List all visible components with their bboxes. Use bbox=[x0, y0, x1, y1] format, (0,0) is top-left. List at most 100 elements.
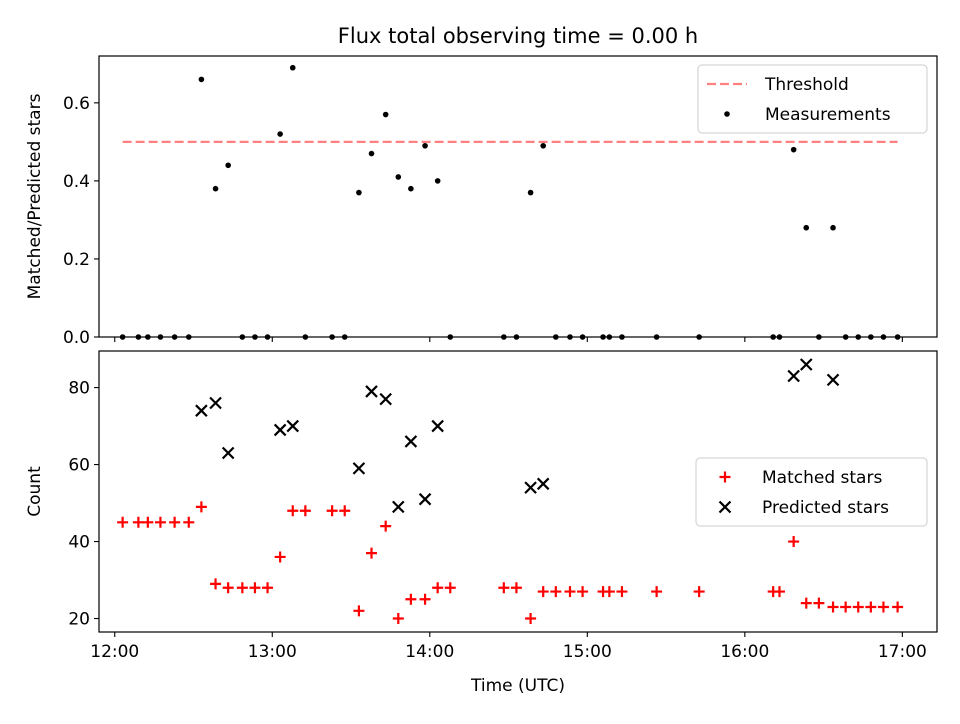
predicted-stars-marker bbox=[404, 435, 418, 448]
predicted-stars-marker bbox=[418, 492, 432, 506]
legend-predicted-label: Predicted stars bbox=[762, 498, 889, 518]
predicted-stars-marker bbox=[195, 404, 208, 417]
matched-stars-marker bbox=[840, 601, 852, 613]
matched-stars-marker bbox=[432, 582, 444, 594]
matched-stars-marker bbox=[852, 601, 864, 613]
matched-stars-marker bbox=[380, 520, 392, 532]
measurement-point bbox=[239, 334, 246, 340]
legend-measurements-swatch bbox=[724, 111, 730, 117]
predicted-stars-marker bbox=[286, 419, 300, 433]
predicted-stars-marker bbox=[431, 419, 444, 433]
measurement-point bbox=[277, 131, 283, 137]
matched-stars-marker bbox=[537, 586, 549, 598]
measurement-point bbox=[579, 334, 586, 340]
measurement-point bbox=[696, 334, 702, 340]
matched-stars-marker bbox=[299, 505, 311, 517]
count-x-tick-label: 16:00 bbox=[720, 642, 769, 662]
legend-threshold-label: Threshold bbox=[764, 75, 849, 95]
predicted-stars-marker bbox=[221, 446, 235, 460]
matched-stars-marker bbox=[827, 601, 839, 613]
predicted-stars-marker bbox=[799, 358, 813, 371]
measurement-point bbox=[302, 334, 309, 340]
measurement-point bbox=[289, 64, 296, 71]
measurement-point bbox=[567, 334, 573, 340]
matched-stars-marker bbox=[210, 578, 222, 590]
matched-stars-marker bbox=[577, 586, 589, 598]
predicted-stars-marker bbox=[392, 500, 405, 514]
legend-matched-label: Matched stars bbox=[762, 468, 882, 488]
legend-measurements-label: Measurements bbox=[765, 105, 891, 125]
count-y-axis-label: Count bbox=[25, 466, 45, 517]
count-x-tick-label: 15:00 bbox=[563, 642, 612, 662]
matched-stars-marker bbox=[405, 593, 417, 605]
measurement-point bbox=[252, 334, 258, 340]
matched-stars-marker bbox=[222, 582, 234, 594]
measurement-point bbox=[171, 334, 178, 340]
measurement-point bbox=[770, 334, 776, 340]
measurement-point bbox=[619, 334, 625, 340]
chart-title: Flux total observing time = 0.00 h bbox=[338, 24, 698, 48]
measurement-point bbox=[842, 334, 849, 340]
predicted-stars-marker bbox=[524, 481, 537, 494]
measurement-point bbox=[553, 334, 559, 340]
measurement-point bbox=[356, 189, 362, 196]
matched-stars-marker bbox=[339, 505, 351, 517]
measurement-point bbox=[434, 178, 441, 184]
measurement-point bbox=[830, 224, 836, 231]
count-y-tick-label: 60 bbox=[68, 456, 90, 476]
count-axes-frame bbox=[98, 350, 938, 633]
measurement-point bbox=[395, 174, 402, 180]
matched-stars-marker bbox=[183, 516, 195, 528]
matched-stars-marker bbox=[800, 597, 812, 609]
matched-stars-marker bbox=[773, 586, 785, 598]
predicted-stars-marker bbox=[826, 373, 840, 387]
matched-stars-marker bbox=[444, 582, 456, 594]
matched-stars-marker bbox=[142, 516, 154, 528]
measurement-point bbox=[145, 334, 151, 340]
measurement-point bbox=[264, 334, 271, 340]
measurement-point bbox=[368, 150, 375, 157]
measurement-point bbox=[501, 334, 507, 340]
measurement-point bbox=[329, 334, 335, 340]
x-axis-label: Time (UTC) bbox=[470, 676, 565, 696]
matched-stars-marker bbox=[262, 582, 274, 594]
measurement-point bbox=[868, 334, 874, 340]
measurement-point bbox=[157, 334, 164, 340]
measurement-point bbox=[513, 334, 520, 340]
matched-stars-marker bbox=[287, 505, 299, 517]
matched-stars-marker bbox=[525, 613, 537, 625]
matched-stars-marker bbox=[865, 601, 877, 613]
measurement-point bbox=[198, 76, 205, 83]
ratio-y-tick-label: 0.4 bbox=[63, 172, 90, 192]
measurement-point bbox=[855, 334, 862, 340]
measurement-point bbox=[527, 189, 534, 196]
matched-stars-marker bbox=[274, 551, 286, 563]
measurement-point bbox=[135, 334, 142, 340]
matched-stars-marker bbox=[169, 516, 181, 528]
matched-stars-marker bbox=[154, 516, 166, 528]
matched-stars-marker bbox=[366, 547, 378, 559]
count-y-tick-label: 40 bbox=[68, 533, 90, 553]
count-y-tick-label: 80 bbox=[68, 379, 90, 399]
matched-stars-marker bbox=[326, 505, 338, 517]
count-x-tick-label: 13:00 bbox=[248, 642, 297, 662]
ratio-y-axis-label: Matched/Predicted stars bbox=[25, 93, 45, 299]
count-y-tick-label: 20 bbox=[68, 610, 90, 630]
matched-stars-marker bbox=[788, 536, 800, 548]
measurement-point bbox=[803, 224, 810, 231]
count-legend bbox=[695, 457, 928, 527]
measurement-point bbox=[422, 142, 428, 149]
ratio-y-tick-label: 0.6 bbox=[63, 94, 90, 114]
matched-stars-marker bbox=[353, 605, 365, 617]
measurement-point bbox=[447, 334, 454, 340]
matched-stars-marker bbox=[651, 586, 663, 598]
matched-stars-marker bbox=[236, 582, 248, 594]
ratio-legend bbox=[697, 64, 928, 134]
predicted-stars-marker bbox=[379, 392, 392, 406]
measurement-point bbox=[225, 162, 231, 169]
measurement-point bbox=[880, 334, 887, 340]
measurement-point bbox=[185, 334, 192, 340]
measurement-point bbox=[212, 185, 219, 192]
